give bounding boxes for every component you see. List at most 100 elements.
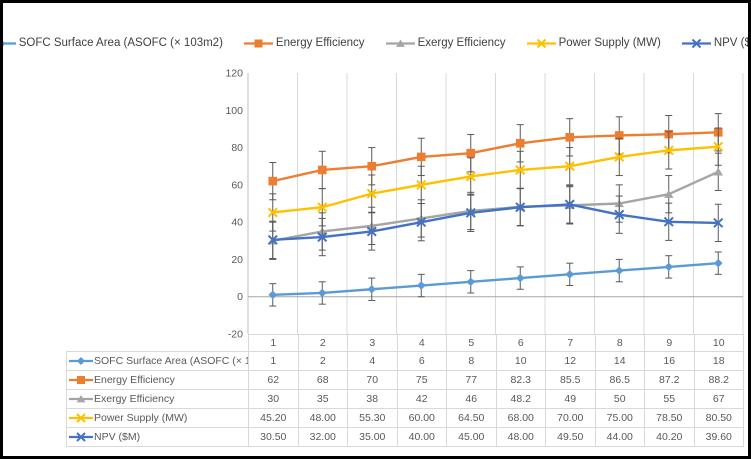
legend-item-label: Exergy Efficiency: [417, 37, 506, 49]
value-cell: 1: [248, 351, 299, 371]
value-cell: 30: [248, 389, 299, 409]
value-cell: 68.00: [495, 408, 546, 428]
series-label: NPV ($M): [94, 431, 141, 443]
y-axis-tick-label: 120: [225, 68, 243, 80]
value-cell: 6: [396, 351, 447, 371]
table-row-energy-efficiency: Energy Efficiency 62 68 70 75 77 82.3 85.5 86.5 8…: [66, 370, 744, 390]
chart-plot-area: 120 100 80 60 40 20 0 -20: [225, 68, 744, 341]
x-marker-icon: [69, 413, 93, 423]
category-header-cell: 7: [545, 334, 596, 352]
value-cell: 2: [297, 351, 348, 371]
y-axis-tick-label: 60: [231, 179, 243, 191]
legend-item-power-supply-mw: Power Supply (MW): [526, 37, 661, 49]
table-row-exergy-efficiency: Exergy Efficiency 30 35 38 42 46 48.2 49 50 55 67: [66, 389, 744, 409]
category-header-cell: 5: [446, 334, 497, 352]
legend-item-label: Power Supply (MW): [558, 37, 661, 49]
value-cell: 4: [347, 351, 398, 371]
y-axis-tick-label: 20: [231, 254, 243, 266]
category-header-cell: 4: [396, 334, 447, 352]
value-cell: 40.00: [396, 427, 447, 447]
value-cell: 45.00: [446, 427, 497, 447]
category-header-cell: 3: [347, 334, 398, 352]
category-header-cell: 1: [248, 334, 299, 352]
value-cell: 88.2: [693, 370, 744, 390]
value-cell: 87.2: [644, 370, 695, 390]
value-cell: 48.00: [297, 408, 348, 428]
value-cell: 48.00: [495, 427, 546, 447]
value-cell: 75.00: [594, 408, 645, 428]
value-cell: 38: [347, 389, 398, 409]
y-axis-tick-label: 0: [237, 291, 243, 303]
value-cell: 85.5: [545, 370, 596, 390]
value-cell: 62: [248, 370, 299, 390]
x-markers: [267, 141, 724, 218]
x-markers: [267, 199, 724, 245]
chart-data-table: 1 2 3 4 5 6 7 8 9 10 SOFC Surface Area (ASOFC (× 1…: [66, 334, 744, 447]
value-cell: 55: [644, 389, 695, 409]
value-cell: 30.50: [248, 427, 299, 447]
value-cell: 32.00: [297, 427, 348, 447]
value-cell: 35.00: [347, 427, 398, 447]
square-marker-icon: [243, 39, 273, 47]
category-header-row: 1 2 3 4 5 6 7 8 9 10: [67, 334, 744, 352]
value-cell: 8: [446, 351, 497, 371]
legend-item-sofc-surface-area-asofc-103m2: SOFC Surface Area (ASOFC (× 103m2): [3, 37, 223, 49]
series-sofc-surface-area-asofc-103m2: [268, 251, 723, 307]
y-axis-tick-label: -20: [228, 329, 243, 341]
table-row-power-supply-mw: Power Supply (MW) 45.20 48.00 55.30 60.00 64.…: [66, 408, 744, 428]
value-cell: 46: [446, 389, 497, 409]
series-label-cell: Exergy Efficiency: [66, 389, 249, 409]
value-cell: 44.00: [594, 427, 645, 447]
x-marker-icon: [681, 38, 711, 48]
value-cell: 67: [693, 389, 744, 409]
value-cell: 86.5: [594, 370, 645, 390]
category-header-cell: 9: [644, 334, 695, 352]
value-cell: 42: [396, 389, 447, 409]
value-cell: 78.50: [644, 408, 695, 428]
legend-item-npv-m: NPV ($M): [681, 37, 748, 49]
value-cell: 60.00: [396, 408, 447, 428]
square-marker-icon: [69, 376, 93, 384]
value-cell: 64.50: [446, 408, 497, 428]
series-label-cell: SOFC Surface Area (ASOFC (× 103m2): [66, 351, 249, 371]
series-label-cell: NPV ($M): [66, 427, 249, 447]
value-cell: 39.60: [693, 427, 744, 447]
value-cell: 48.2: [495, 389, 546, 409]
value-cell: 50: [594, 389, 645, 409]
series-label: Energy Efficiency: [94, 374, 175, 386]
y-axis-tick-label: 80: [231, 142, 243, 154]
value-cell: 45.20: [248, 408, 299, 428]
table-row-sofc-surface-area-asofc-103m2: SOFC Surface Area (ASOFC (× 103m2)124681…: [66, 351, 744, 371]
value-cell: 49: [545, 389, 596, 409]
series-power-supply-mw: [267, 127, 724, 232]
y-axis-tick-label: 100: [225, 105, 243, 117]
value-cell: 75: [396, 370, 447, 390]
series-label-cell: Power Supply (MW): [66, 408, 249, 428]
series-label: Exergy Efficiency: [94, 393, 175, 405]
series-label-cell: Energy Efficiency: [66, 370, 249, 390]
value-cell: 80.50: [693, 408, 744, 428]
series-label: Power Supply (MW): [94, 412, 188, 424]
legend-item-label: SOFC Surface Area (ASOFC (× 103m2): [18, 37, 223, 49]
value-cell: 55.30: [347, 408, 398, 428]
diamond-marker-icon: [69, 357, 93, 365]
value-cell: 49.50: [545, 427, 596, 447]
value-cell: 77: [446, 370, 497, 390]
chart-legend: SOFC Surface Area (ASOFC (× 103m2) Energy…: [3, 32, 748, 54]
category-header-cell: 2: [297, 334, 348, 352]
triangle-marker-icon: [69, 395, 93, 403]
legend-item-energy-efficiency: Energy Efficiency: [243, 37, 365, 49]
value-cell: 14: [594, 351, 645, 371]
diamond-marker-icon: [3, 40, 16, 46]
value-cell: 35: [297, 389, 348, 409]
y-axis-labels: 120 100 80 60 40 20 0 -20: [225, 68, 243, 341]
value-cell: 82.3: [495, 370, 546, 390]
value-cell: 68: [297, 370, 348, 390]
diamond-markers: [268, 258, 723, 300]
value-cell: 10: [495, 351, 546, 371]
value-cell: 16: [644, 351, 695, 371]
error-bars: [269, 185, 722, 259]
category-header-cell: 10: [693, 334, 744, 352]
x-marker-icon: [69, 432, 93, 442]
